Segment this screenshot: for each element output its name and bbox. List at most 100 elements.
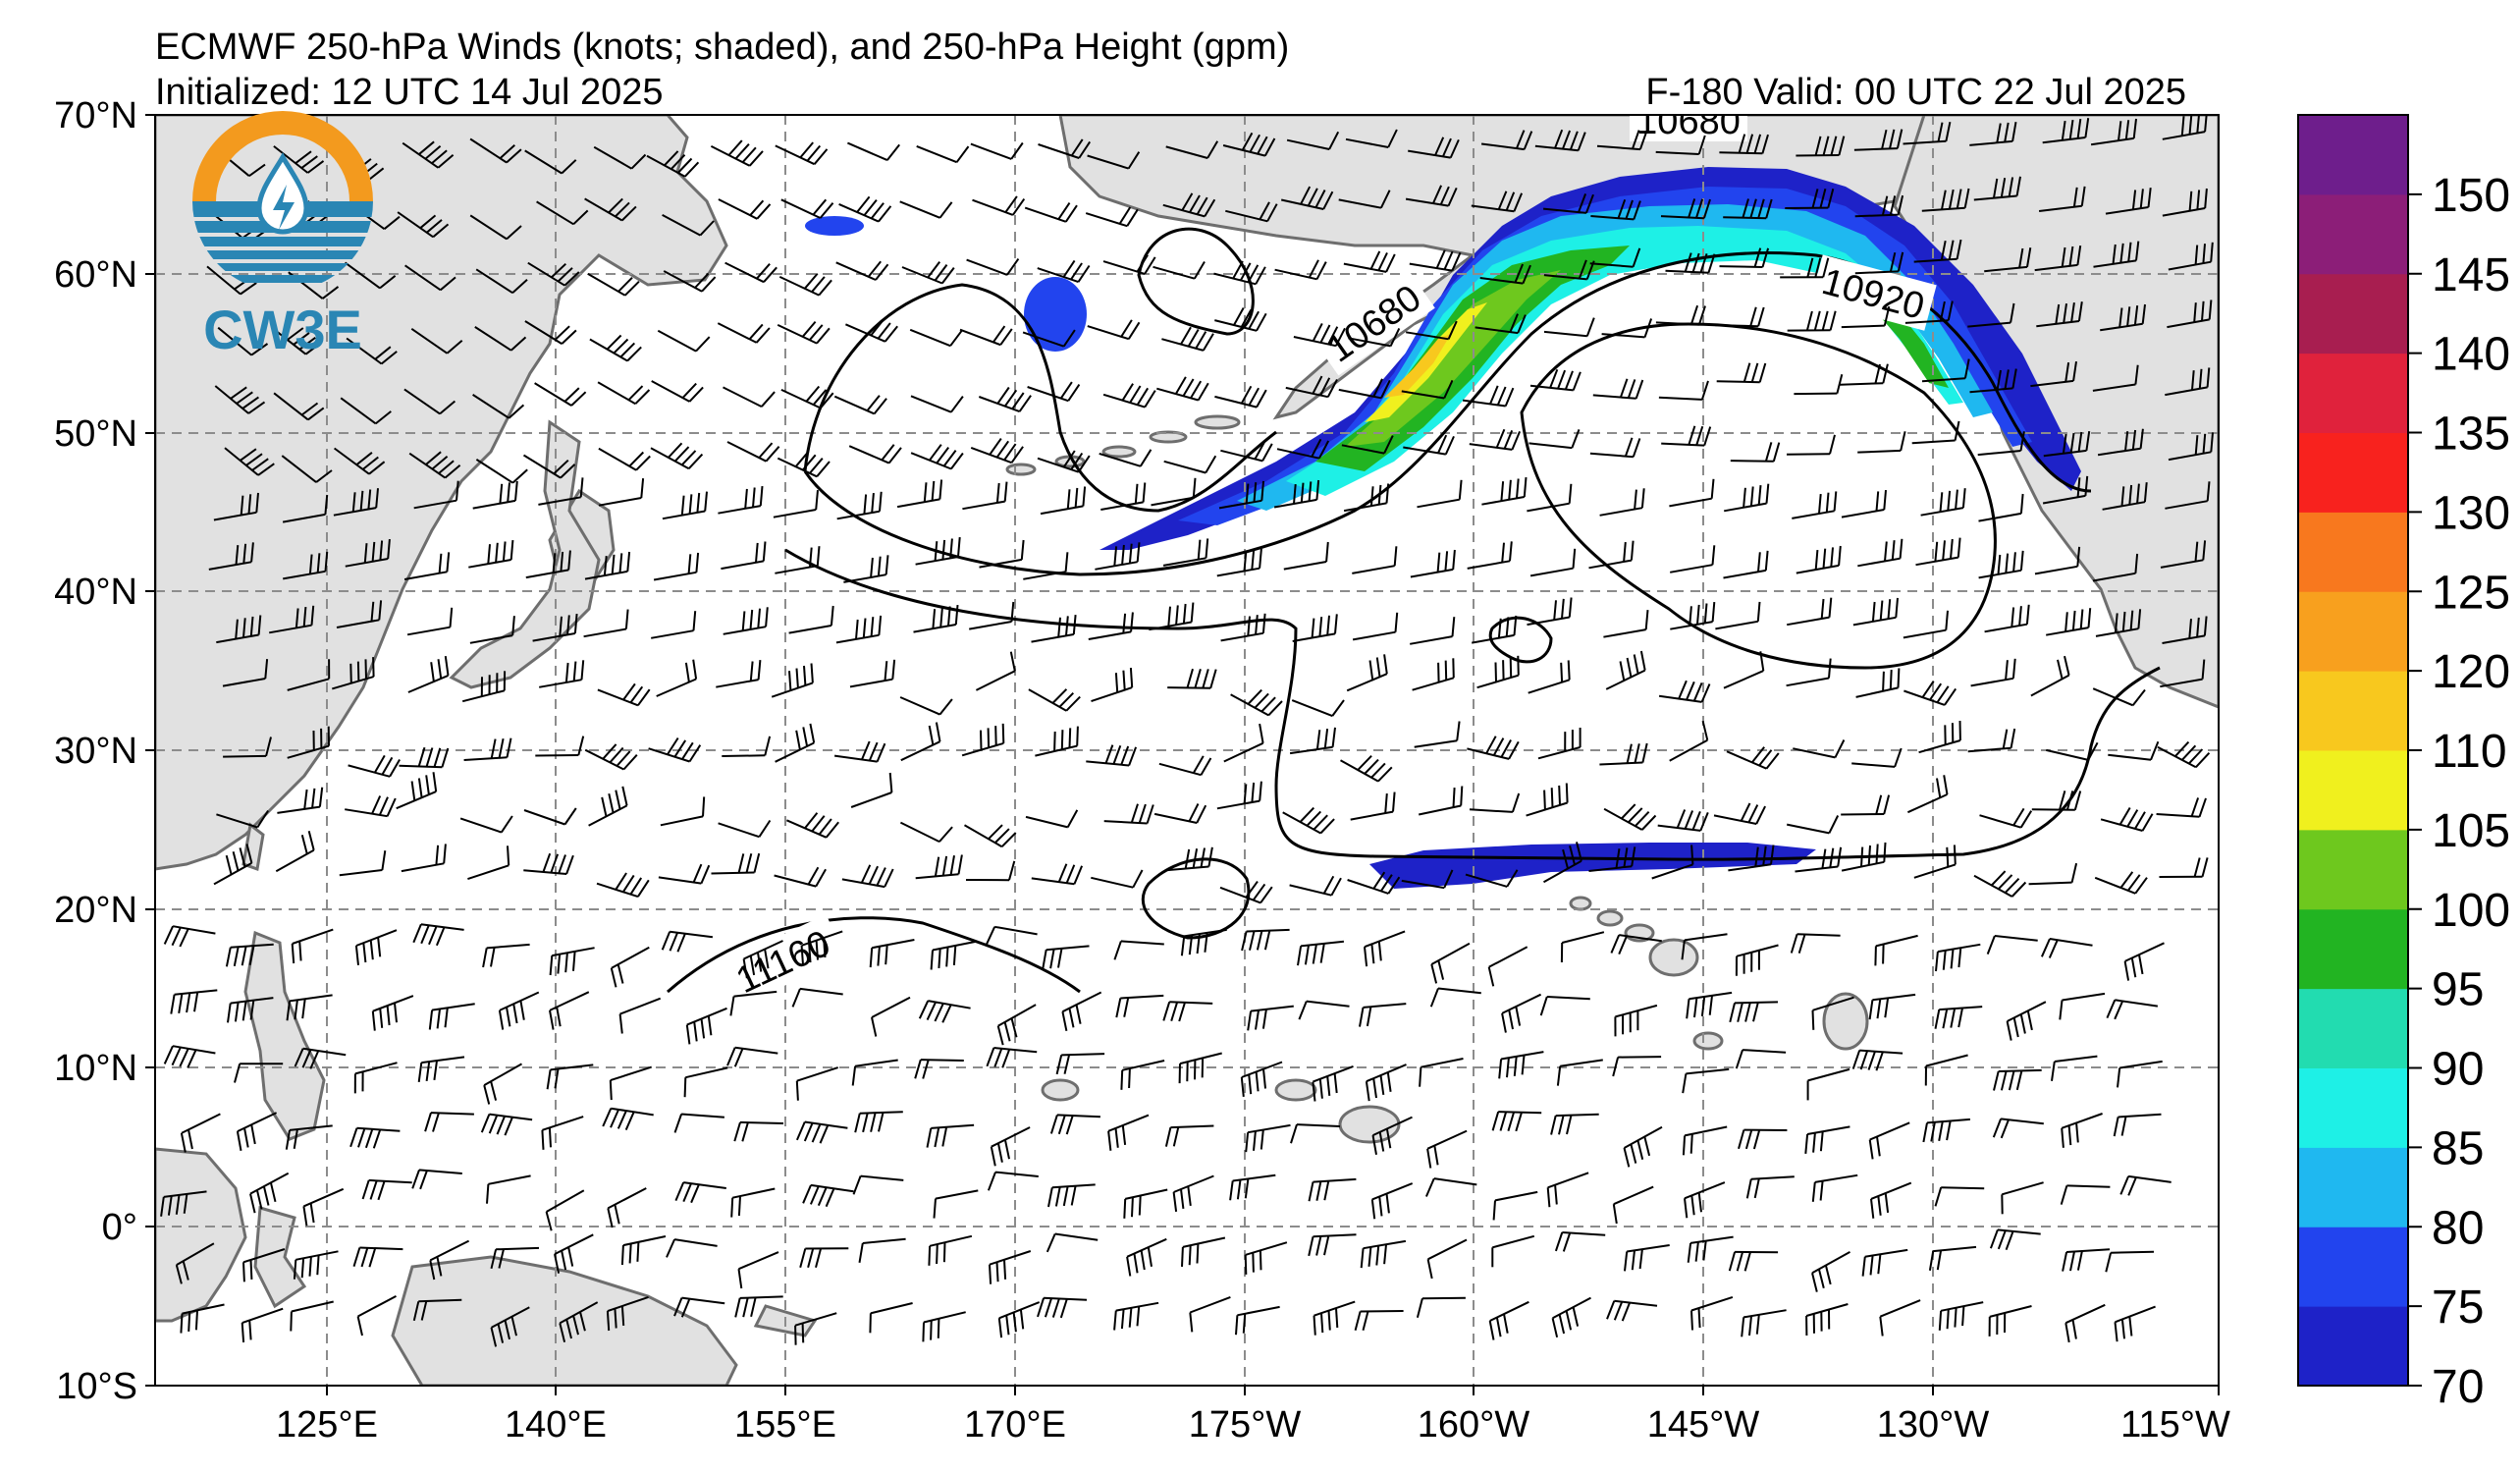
wind-barb bbox=[275, 831, 315, 873]
wind-barb bbox=[899, 200, 953, 219]
wind-barb bbox=[2168, 432, 2214, 462]
wind-barb bbox=[1123, 1188, 1168, 1219]
wind-barb bbox=[1031, 863, 1084, 886]
wind-barb bbox=[2093, 241, 2140, 268]
wind-barb bbox=[1240, 1061, 1283, 1098]
wind-barb bbox=[352, 1246, 403, 1268]
colorbar-tick-label: 100 bbox=[2432, 885, 2510, 937]
wind-barb bbox=[1290, 1123, 1340, 1144]
chart-title: ECMWF 250-hPa Winds (knots; shaded), and… bbox=[155, 27, 1290, 68]
wind-barb bbox=[1934, 1186, 1985, 1207]
wind-barb bbox=[1403, 434, 1455, 456]
wind-barb bbox=[281, 455, 333, 483]
lat-label: 70°N bbox=[54, 95, 137, 136]
wind-barb bbox=[490, 1306, 530, 1347]
wind-barb bbox=[549, 991, 590, 1030]
jet-patch-kamchatka bbox=[805, 216, 864, 236]
wind-barb bbox=[795, 1120, 848, 1144]
wind-barb bbox=[1918, 720, 1961, 754]
wind-barb bbox=[1037, 1296, 1088, 1319]
wind-barb bbox=[1409, 249, 1462, 272]
wind-barb bbox=[1225, 201, 1278, 223]
wind-barb bbox=[290, 1300, 334, 1332]
wind-barb bbox=[249, 1172, 290, 1214]
wind-barb bbox=[545, 1189, 585, 1231]
wind-barb bbox=[930, 941, 976, 970]
wind-barb bbox=[225, 943, 274, 967]
wind-barb bbox=[673, 1113, 724, 1133]
wind-barb bbox=[213, 492, 259, 521]
wind-barb bbox=[651, 380, 704, 403]
wind-barb bbox=[1401, 379, 1454, 400]
wind-barb bbox=[1969, 122, 2017, 146]
wind-barb bbox=[788, 605, 834, 634]
wind-barb bbox=[1091, 668, 1134, 703]
wind-barb bbox=[2046, 741, 2099, 761]
wind-barb bbox=[1230, 688, 1283, 717]
wind-barb bbox=[1794, 373, 1844, 396]
wind-barb bbox=[541, 1116, 584, 1150]
wind-barb bbox=[1934, 1006, 1983, 1029]
wind-barb bbox=[1589, 437, 1641, 459]
wind-barb bbox=[467, 846, 510, 881]
wind-barb bbox=[2001, 1181, 2044, 1215]
wind-barb bbox=[778, 272, 832, 297]
wind-barb bbox=[1603, 610, 1649, 638]
colorbar-swatch bbox=[2298, 115, 2408, 195]
wind-barb bbox=[771, 663, 814, 698]
wind-barb bbox=[972, 195, 1026, 216]
wind-barb bbox=[340, 397, 392, 425]
land-pacific-islands bbox=[1041, 992, 1869, 1144]
wind-barb bbox=[1235, 1305, 1280, 1336]
wind-barb bbox=[1102, 383, 1156, 409]
wind-barb bbox=[674, 1181, 726, 1204]
wind-barb bbox=[1551, 1296, 1591, 1338]
wind-barb bbox=[661, 930, 714, 953]
wind-barb bbox=[522, 454, 576, 479]
wind-barb bbox=[2031, 791, 2082, 811]
wind-barb bbox=[1915, 537, 1961, 567]
wind-barb bbox=[524, 149, 577, 175]
lightning-icon bbox=[273, 185, 295, 230]
wind-barb bbox=[1913, 239, 1962, 263]
wind-barb bbox=[730, 1187, 776, 1218]
wind-barb bbox=[961, 723, 1005, 757]
wind-barb bbox=[524, 320, 577, 345]
wind-barb bbox=[1651, 845, 1694, 880]
wind-barb bbox=[847, 141, 900, 162]
wind-barb bbox=[1345, 129, 1398, 148]
wind-barb bbox=[835, 260, 889, 281]
wind-barb bbox=[777, 320, 831, 345]
wind-barb bbox=[1857, 431, 1906, 454]
wind-barb bbox=[1938, 1301, 1984, 1331]
wind-barb bbox=[843, 555, 889, 583]
wind-barb bbox=[900, 722, 941, 762]
wind-barb bbox=[539, 660, 585, 688]
wind-barb bbox=[2165, 367, 2211, 397]
wind-barb bbox=[657, 329, 711, 353]
wind-barb bbox=[1612, 1056, 1662, 1077]
land-asia bbox=[155, 115, 728, 871]
wind-barb bbox=[1922, 1118, 1970, 1143]
wind-barb bbox=[773, 490, 819, 518]
wind-barb bbox=[871, 996, 911, 1037]
wind-barb bbox=[1686, 991, 1733, 1019]
wind-barb bbox=[1103, 803, 1154, 825]
wind-barb bbox=[283, 551, 329, 580]
wind-barb bbox=[869, 1302, 913, 1334]
wind-barb bbox=[1410, 549, 1456, 578]
wind-barb bbox=[985, 925, 1038, 946]
wind-barb bbox=[1417, 479, 1463, 509]
wind-barb bbox=[849, 659, 896, 688]
wind-barb bbox=[469, 137, 522, 164]
wind-barb bbox=[339, 850, 387, 877]
wind-barb bbox=[1352, 612, 1399, 641]
wind-barb bbox=[1796, 136, 1846, 157]
wind-barb bbox=[333, 488, 379, 517]
wind-barb bbox=[282, 494, 329, 523]
wind-barb bbox=[596, 872, 650, 899]
wind-barb bbox=[163, 1045, 216, 1068]
wind-barb bbox=[1868, 1121, 1910, 1160]
colorbar-tick-label: 130 bbox=[2432, 487, 2510, 539]
wind-barb bbox=[1247, 1005, 1294, 1031]
